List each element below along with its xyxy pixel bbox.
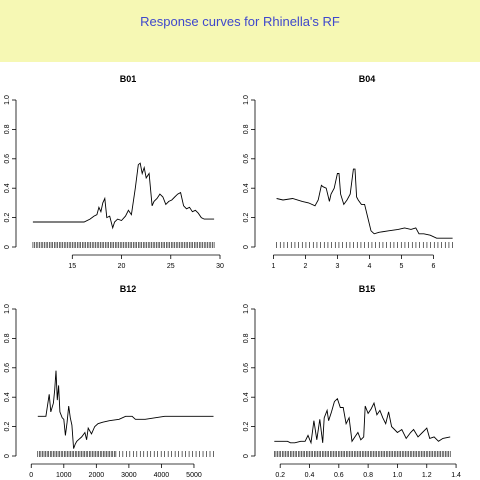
x-tick-label-b15: 1.2 <box>422 472 432 479</box>
x-tick-label-b15: 0.2 <box>275 472 285 479</box>
y-tick-label-b12: 1.0 <box>4 304 11 314</box>
y-tick-label-b04: 1.0 <box>243 95 250 105</box>
x-tick-label-b04: 4 <box>367 263 371 270</box>
chart-panel-b12: B12 0 0.2 0.4 0.6 0.8 1.0 0 1000 2000 3000 4000 5000 <box>4 284 214 479</box>
x-tick-label-b04: 3 <box>335 263 339 270</box>
x-tick-label-b01: 30 <box>216 263 224 270</box>
x-tick-label-b04: 2 <box>303 263 307 270</box>
y-tick-label-b15: 0.4 <box>243 392 250 402</box>
y-tick-label-b15: 0.2 <box>243 422 250 432</box>
x-tick-label-b12: 2000 <box>89 472 105 479</box>
x-tick-label-b15: 0.4 <box>305 472 315 479</box>
y-tick-label-b15: 1.0 <box>243 304 250 314</box>
x-tick-label-b15: 1.0 <box>393 472 403 479</box>
x-tick-label-b12: 1000 <box>56 472 72 479</box>
response-curve-b15 <box>274 397 451 445</box>
y-tick-label-b01: 0.2 <box>4 213 11 223</box>
y-tick-label-b12: 0 <box>4 454 11 458</box>
x-tick-label-b15: 0.8 <box>363 472 373 479</box>
chart-title-b15: B15 <box>359 284 376 294</box>
chart-title-b12: B12 <box>120 284 137 294</box>
y-tick-label-b04: 0 <box>243 245 250 249</box>
chart-panel-b01: B01 0 0.2 0.4 0.6 0.8 1.0 15 20 25 30 <box>4 74 224 270</box>
x-tick-label-b01: 15 <box>68 263 76 270</box>
y-tick-label-b15: 0.8 <box>243 333 250 343</box>
rug-marks-b04 <box>276 242 453 248</box>
title-banner: Response curves for Rhinella's RF <box>0 0 480 62</box>
chart-panel-b04: B04 0 0.2 0.4 0.6 0.8 1.0 1 2 3 4 5 6 <box>243 74 453 270</box>
x-tick-label-b01: 25 <box>167 263 175 270</box>
y-tick-label-b04: 0.6 <box>243 154 250 164</box>
x-tick-label-b12: 5000 <box>186 472 202 479</box>
y-tick-label-b12: 0.6 <box>4 363 11 373</box>
x-tick-label-b04: 5 <box>399 263 403 270</box>
y-tick-label-b12: 0.4 <box>4 392 11 402</box>
y-tick-label-b01: 0 <box>4 245 11 249</box>
rug-marks-b15 <box>274 451 451 457</box>
response-curve-b12 <box>37 370 214 449</box>
x-tick-label-b12: 4000 <box>154 472 170 479</box>
y-tick-label-b01: 1.0 <box>4 95 11 105</box>
y-tick-label-b15: 0.6 <box>243 363 250 373</box>
x-tick-label-b12: 0 <box>29 472 33 479</box>
y-tick-label-b04: 0.2 <box>243 213 250 223</box>
y-tick-label-b12: 0.8 <box>4 333 11 343</box>
y-tick-label-b01: 0.6 <box>4 154 11 164</box>
page-title: Response curves for Rhinella's RF <box>140 14 340 29</box>
x-tick-label-b04: 1 <box>271 263 275 270</box>
rug-marks-b01 <box>32 242 215 248</box>
x-tick-label-b12: 3000 <box>121 472 137 479</box>
x-tick-label-b15: 0.6 <box>334 472 344 479</box>
x-tick-label-b04: 6 <box>431 263 435 270</box>
y-tick-label-b01: 0.8 <box>4 124 11 134</box>
chart-title-b04: B04 <box>359 74 376 84</box>
chart-panel-b15: B15 0 0.2 0.4 0.6 0.8 1.0 0.2 0.4 0.6 0.8 1.0 1.2 1.4 <box>243 284 461 479</box>
y-tick-label-b04: 0.4 <box>243 183 250 193</box>
y-tick-label-b01: 0.4 <box>4 183 11 193</box>
chart-title-b01: B01 <box>120 74 137 84</box>
response-curve-b04 <box>276 168 453 239</box>
x-tick-label-b15: 1.4 <box>451 472 461 479</box>
rug-marks-b12 <box>37 451 214 457</box>
y-tick-label-b12: 0.2 <box>4 422 11 432</box>
x-tick-label-b01: 20 <box>118 263 126 270</box>
y-tick-label-b04: 0.8 <box>243 124 250 134</box>
y-tick-label-b15: 0 <box>243 454 250 458</box>
response-curve-b01 <box>32 162 215 230</box>
